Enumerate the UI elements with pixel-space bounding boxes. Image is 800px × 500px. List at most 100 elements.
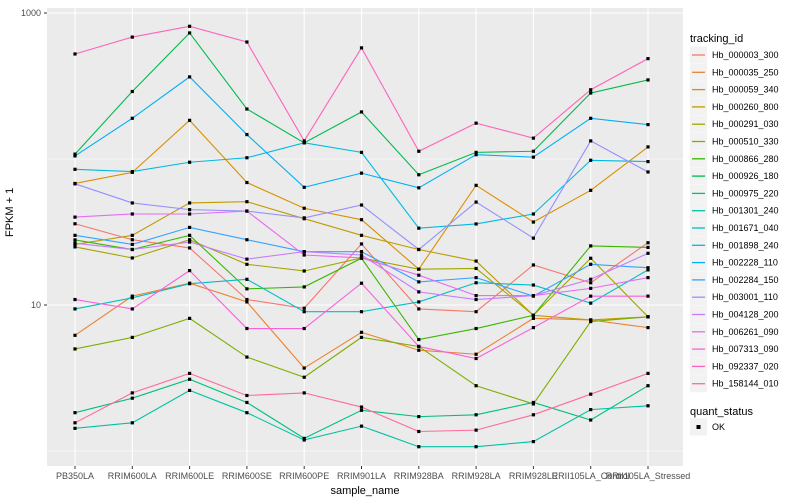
data-point [531, 236, 535, 240]
y-tick-label: 10 [31, 300, 41, 310]
data-point [359, 408, 364, 412]
data-point [589, 256, 593, 260]
data-point [589, 318, 593, 322]
legend-item-Hb_006261_090: Hb_006261_090 [690, 323, 779, 341]
data-point [646, 276, 650, 280]
data-point [589, 88, 593, 92]
legend-item-Hb_001898_240: Hb_001898_240 [690, 236, 779, 254]
x-tick-label: RRIM600LE [165, 471, 214, 481]
legend-item-Hb_158144_010: Hb_158144_010 [690, 375, 779, 393]
data-point [130, 247, 134, 252]
data-point [531, 220, 535, 224]
data-point [73, 411, 77, 415]
legend-item-Hb_000260_800: Hb_000260_800 [690, 98, 779, 116]
data-point [589, 277, 593, 281]
x-axis-title: sample_name [330, 485, 400, 497]
data-point [245, 200, 249, 204]
legend-label: Hb_001898_240 [712, 240, 779, 250]
data-point [245, 262, 249, 266]
data-point [589, 294, 593, 298]
legend-item-Hb_002228_110: Hb_002228_110 [690, 254, 778, 272]
data-point [646, 78, 650, 82]
data-point [73, 333, 77, 337]
data-point [646, 404, 650, 408]
data-point [646, 326, 650, 330]
data-point [359, 253, 364, 257]
data-point [188, 238, 192, 242]
data-point [359, 405, 364, 409]
x-tick-label: RRIM600LA [108, 471, 157, 481]
data-point [589, 418, 593, 422]
y-tick-label: 1000 [21, 8, 41, 18]
data-point [589, 188, 593, 192]
legend-item-Hb_007313_090: Hb_007313_090 [690, 340, 779, 358]
data-point [302, 185, 306, 189]
legend-label: Hb_006261_090 [712, 327, 779, 337]
data-point [417, 247, 421, 252]
data-point [302, 366, 306, 370]
data-point [531, 149, 535, 153]
data-point [589, 244, 593, 248]
data-point [188, 371, 192, 376]
legend-label: Hb_003001_110 [712, 292, 778, 302]
data-point [302, 141, 306, 145]
data-point [188, 24, 192, 28]
data-point [73, 245, 77, 249]
data-point [417, 344, 421, 349]
legend-label: Hb_002284_150 [712, 275, 779, 285]
data-point [646, 315, 650, 319]
data-point [359, 46, 364, 50]
data-point [73, 307, 77, 311]
legend-item-Hb_004128_200: Hb_004128_200 [690, 306, 779, 323]
legend-item-Hb_000866_280: Hb_000866_280 [690, 150, 779, 168]
legend-label: Hb_000260_800 [712, 102, 779, 112]
data-point [589, 319, 593, 324]
data-point [474, 281, 478, 285]
data-point [245, 277, 249, 281]
data-point [531, 136, 535, 140]
legend-item-Hb_000291_030: Hb_000291_030 [690, 115, 779, 133]
data-point [73, 297, 77, 302]
data-point [302, 391, 306, 395]
legend-label-ok: OK [712, 422, 725, 432]
legend-label: Hb_000059_340 [712, 85, 779, 95]
data-point [73, 421, 77, 425]
data-point [589, 301, 593, 305]
data-point [302, 375, 306, 379]
data-point [474, 413, 478, 417]
data-point [188, 388, 192, 393]
x-tick-label: RRIM928LE [509, 471, 558, 481]
data-point [359, 424, 364, 428]
data-point [245, 300, 249, 304]
data-point [73, 233, 77, 237]
data-point [531, 313, 535, 317]
data-point [188, 118, 192, 122]
data-point [646, 294, 650, 298]
data-point [531, 326, 535, 330]
legend-label: Hb_000035_250 [712, 67, 779, 77]
data-point [73, 238, 77, 242]
data-point [359, 335, 364, 339]
data-point [73, 167, 77, 171]
data-point [646, 251, 650, 255]
data-point [130, 396, 134, 400]
data-point [73, 426, 77, 430]
data-point [474, 150, 478, 154]
data-point [188, 212, 192, 216]
data-point [130, 201, 134, 205]
data-point [531, 316, 535, 320]
data-point [188, 201, 192, 205]
legend-title-quant-status: quant_status [690, 406, 753, 418]
data-point [302, 250, 306, 254]
data-point [474, 153, 478, 157]
data-point [188, 269, 192, 273]
legend: tracking_id Hb_000003_300 Hb_000035_250 Hb_… [690, 33, 779, 436]
legend-label: Hb_001671_040 [712, 223, 779, 233]
data-point [531, 400, 535, 405]
x-tick-label: RRIM600SE [222, 471, 272, 481]
data-point [130, 307, 134, 311]
data-point [130, 35, 134, 39]
data-point [188, 377, 192, 381]
data-point [188, 233, 192, 237]
